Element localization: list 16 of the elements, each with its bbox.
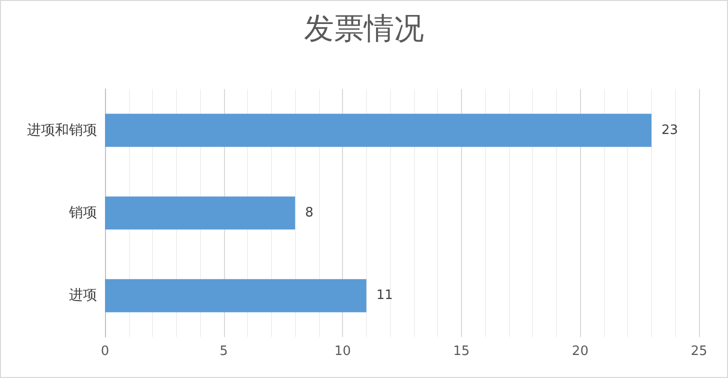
x-tick-label: 5 [220,344,228,359]
x-tick-label: 25 [690,344,708,359]
data-label: 8 [305,206,314,220]
bar [105,279,366,312]
bar [105,114,652,147]
bar [105,196,296,230]
data-label: 11 [376,288,393,304]
y-tick-label: 进项和销项 [27,122,97,138]
x-tick-label: 0 [100,344,110,359]
y-tick-label: 进项 [69,288,97,304]
x-tick-label: 15 [453,344,470,359]
x-tick-label: 20 [572,344,588,359]
y-tick-label: 销项 [68,205,97,221]
x-tick-label: 10 [334,344,351,359]
chart-title: 发票情况 [304,12,424,46]
data-label: 23 [661,122,678,138]
